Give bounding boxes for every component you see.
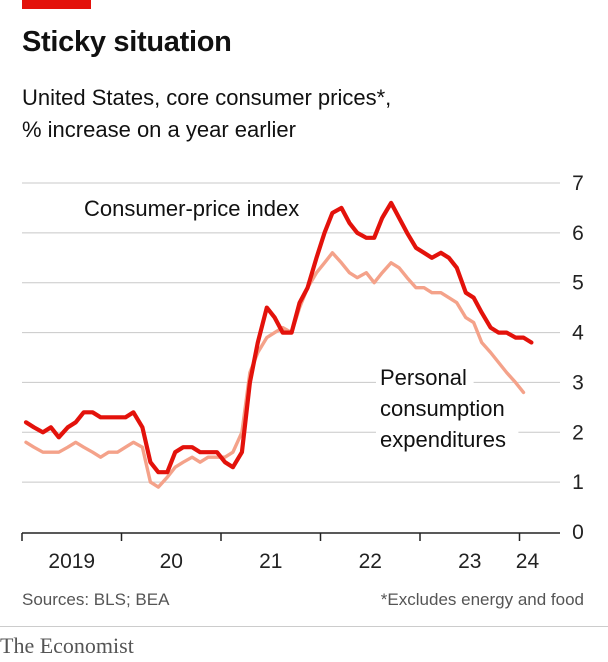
x-tick-label-21: 21: [259, 550, 282, 573]
subtitle-line-2: % increase on a year earlier: [22, 117, 296, 142]
y-tick-label-7: 7: [572, 172, 584, 195]
annotation-halo-0: [376, 363, 474, 391]
footer-divider: [0, 626, 608, 627]
source-note: Sources: BLS; BEA: [22, 590, 170, 609]
y-tick-label-3: 3: [572, 371, 584, 394]
cpi-label-line-0: Consumer-price index: [84, 196, 299, 221]
y-tick-label-2: 2: [572, 421, 584, 444]
pce-label-line-0: Personal: [380, 365, 467, 390]
pce-label-line-1: consumption: [380, 396, 505, 421]
pce-series-line: [24, 251, 526, 489]
annotation-halo-1: [376, 394, 508, 422]
y-tick-label-5: 5: [572, 272, 584, 295]
chart-subtitle: United States, core consumer prices*, % …: [22, 82, 391, 146]
cpi-series-line: [23, 200, 534, 475]
y-tick-label-0: 0: [572, 521, 584, 544]
chart-title: Sticky situation: [22, 26, 232, 58]
x-tick-label-20: 20: [160, 550, 183, 573]
x-tick-label-23: 23: [458, 550, 481, 573]
x-axis: 2019 20 21 22 23 24: [21, 532, 560, 573]
y-tick-label-4: 4: [572, 322, 584, 345]
series-lines: [23, 200, 534, 489]
annotation-halo-2: [376, 425, 519, 453]
y-tick-label-1: 1: [572, 471, 584, 494]
brand-accent-bar: [22, 0, 91, 9]
y-axis-labels: 0 1 2 3 4 5 6 7: [572, 172, 584, 544]
x-tick-label-2019: 2019: [48, 550, 95, 573]
footnote: *Excludes energy and food: [380, 590, 584, 609]
x-tick-label-24: 24: [516, 550, 540, 573]
y-tick-label-6: 6: [572, 222, 584, 245]
subtitle-line-1: United States, core consumer prices*,: [22, 85, 392, 110]
publisher-logo: The Economist: [0, 633, 134, 658]
pce-label-line-2: expenditures: [380, 427, 506, 452]
x-tick-label-22: 22: [359, 550, 382, 573]
series-annotations: Consumer-price index Personal consumption e…: [84, 196, 519, 453]
